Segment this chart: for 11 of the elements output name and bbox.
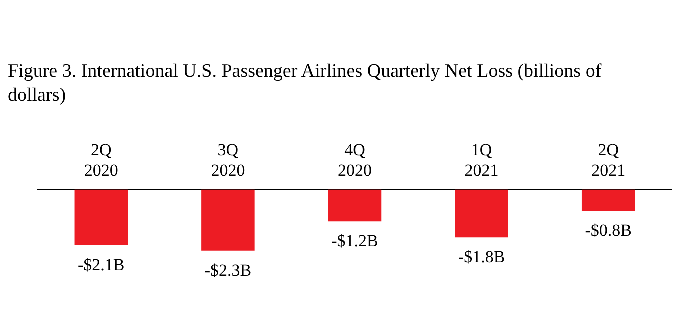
x-tick-label: 4Q 2020 bbox=[338, 140, 372, 180]
data-label: -$2.1B bbox=[78, 256, 125, 275]
x-tick-label: 3Q 2020 bbox=[211, 140, 246, 180]
data-label: -$2.3B bbox=[204, 260, 252, 280]
chart-title: Figure 3. International U.S. Passenger Airlines Quarterly Net Loss (billions of dollars) bbox=[8, 60, 603, 108]
x-tick-label: 2Q 2021 bbox=[592, 140, 626, 180]
data-label: -$0.8B bbox=[585, 221, 632, 240]
data-label: -$1.2B bbox=[332, 232, 378, 251]
x-tick-label: 1Q 2021 bbox=[464, 140, 499, 180]
data-label: -$1.8B bbox=[458, 248, 506, 267]
x-tick-label: 2Q 2020 bbox=[84, 140, 118, 180]
